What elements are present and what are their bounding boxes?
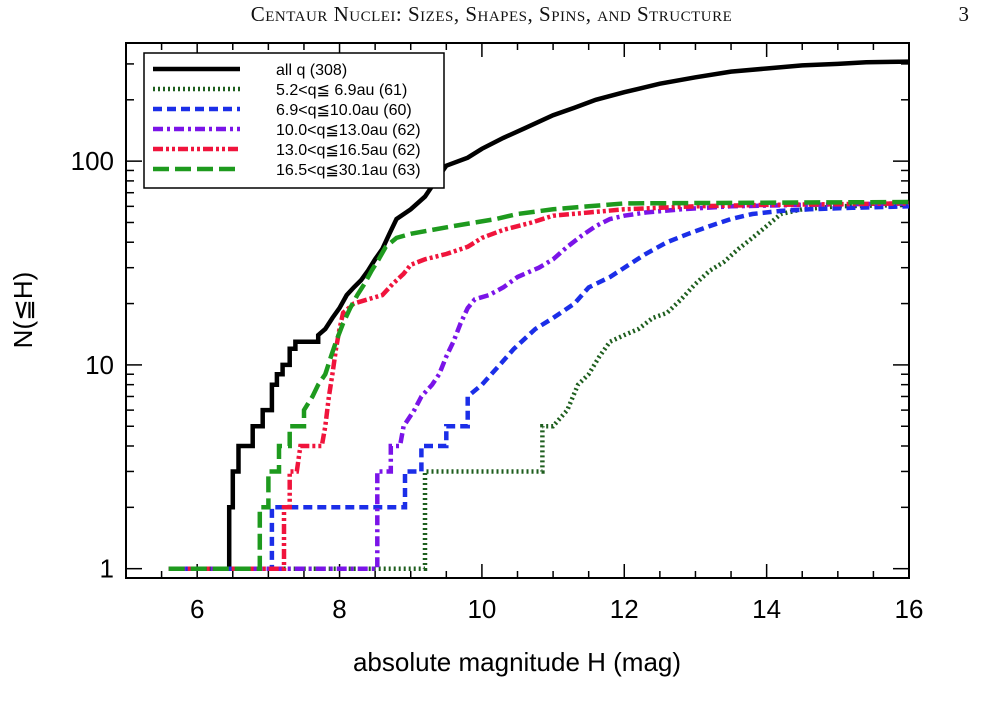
legend-label-1: all q (308) <box>276 62 347 79</box>
y-tick-label: 100 <box>71 146 114 176</box>
page-number: 3 <box>958 2 970 26</box>
y-axis-title: N(≦H) <box>8 272 38 349</box>
y-tick-label: 1 <box>100 554 114 584</box>
series-line-4 <box>168 201 910 571</box>
series-line-5 <box>168 201 910 571</box>
legend-label-3: 6.9<q≦10.0au (60) <box>276 102 412 119</box>
x-tick-label: 14 <box>752 594 781 624</box>
legend-label-6: 16.5<q≦30.1au (63) <box>276 162 421 179</box>
series-line-6 <box>168 199 910 571</box>
page-header: Centaur Nuclei: Sizes, Shapes, Spins, an… <box>0 0 983 40</box>
series-layer <box>168 59 910 571</box>
x-tick-label: 10 <box>467 594 496 624</box>
axis-ticks <box>125 43 910 578</box>
x-tick-label: 16 <box>895 594 924 624</box>
x-tick-label: 12 <box>610 594 639 624</box>
y-tick-label: 10 <box>85 350 114 380</box>
legend-label-5: 13.0<q≦16.5au (62) <box>276 142 421 159</box>
legend-label-2: 5.2<q≦ 6.9au (61) <box>276 82 407 99</box>
running-header: Centaur Nuclei: Sizes, Shapes, Spins, an… <box>250 2 733 26</box>
series-line-3 <box>168 204 910 571</box>
x-tick-label: 8 <box>332 594 346 624</box>
legend-box <box>143 52 445 189</box>
series-line-1 <box>168 59 910 571</box>
legend-label-4: 10.0<q≦13.0au (62) <box>276 122 421 139</box>
legend: all q (308) 5.2<q≦ 6.9au (61) 6.9<q≦10.0au… <box>143 52 445 189</box>
x-axis-title: absolute magnitude H (mag) <box>353 647 681 677</box>
series-line-2 <box>168 202 910 571</box>
x-tick-label: 6 <box>190 594 204 624</box>
tick-labels: 6 8 10 12 14 16 1 10 100 <box>71 146 924 624</box>
